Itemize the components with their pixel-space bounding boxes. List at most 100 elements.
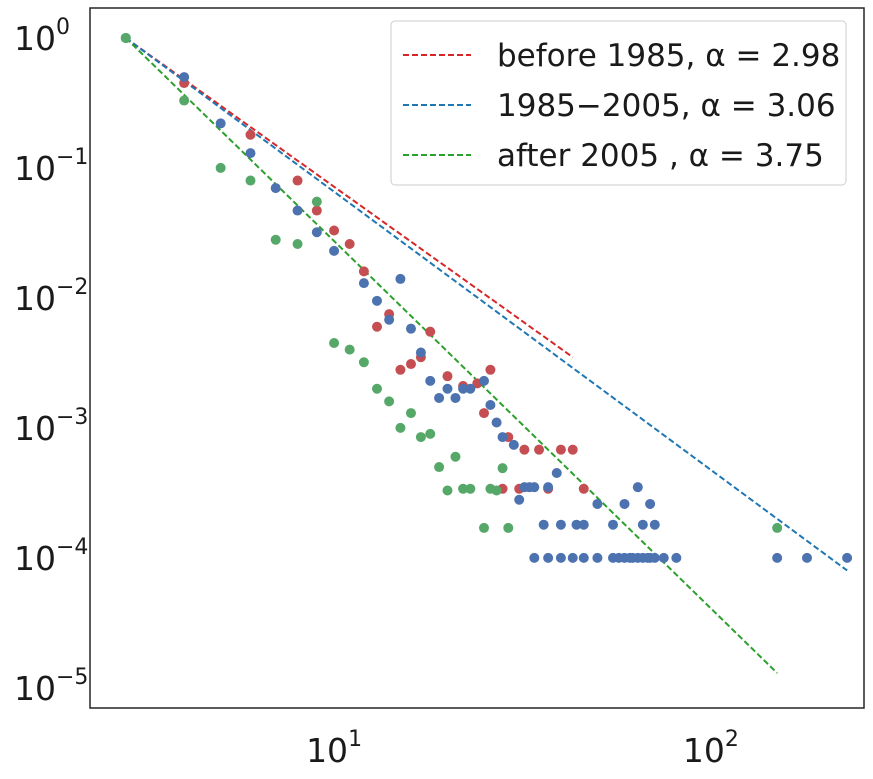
point-s1-39 [645,498,656,509]
legend-label-2: after 2005 , α = 3.75 [497,138,824,174]
point-s1-6 [311,227,322,238]
point-s0-2 [292,175,303,186]
point-s1-36 [608,519,619,530]
fit-lines [125,37,848,674]
point-s1-9 [372,295,383,306]
point-s0-21 [519,444,530,455]
point-s1-10 [384,314,395,325]
point-s1-25 [514,494,525,505]
point-s1-17 [450,392,461,403]
point-s1-61 [802,552,813,563]
y-tick-label-0: 100 [14,15,70,58]
point-s0-24 [555,444,566,455]
fit-line-2 [125,37,778,674]
point-s0-16 [478,408,489,419]
point-s0-10 [405,359,416,370]
point-s2-9 [358,357,369,368]
point-s0-6 [358,266,369,277]
y-tick-labels: 100 10−1 10−2 10−3 10−4 10−5 [14,15,88,708]
point-s1-8 [358,278,369,289]
point-s1-7 [329,245,340,256]
point-s1-29 [538,519,549,530]
point-s1-46 [578,552,589,563]
point-s2-3 [245,175,256,186]
data-points [120,32,853,563]
legend-box [390,20,847,186]
point-s2-17 [442,485,453,496]
point-s1-45 [567,552,578,563]
point-s1-22 [491,417,502,428]
point-s1-16 [442,383,453,394]
y-tick-label-2: 10−2 [14,275,88,318]
point-s1-43 [543,552,554,563]
point-s1-60 [772,552,783,563]
point-s0-17 [485,364,496,375]
point-s2-8 [344,344,355,355]
point-s1-24 [508,439,519,450]
point-s1-11 [395,273,406,284]
point-s1-13 [415,347,426,358]
point-s1-4 [270,183,281,194]
point-s1-59 [671,552,682,563]
point-s2-1 [179,95,190,106]
point-s1-21 [485,400,496,411]
point-s1-2 [215,118,226,129]
point-s1-47 [592,552,603,563]
point-s0-1 [245,129,256,140]
y-tick-label-1: 10−1 [14,145,88,188]
point-s1-30 [543,482,554,493]
point-s2-7 [329,337,340,348]
fit-line-0 [125,37,574,358]
point-s1-1 [179,72,190,83]
point-s0-3 [311,205,322,216]
point-s1-33 [571,519,582,530]
point-s1-40 [637,519,648,530]
point-s2-21 [478,522,489,533]
point-s2-25 [503,522,514,533]
point-s0-22 [534,444,545,455]
point-s2-12 [395,422,406,433]
axes-frame [89,7,865,709]
point-s1-34 [578,519,589,530]
point-s2-15 [425,428,436,439]
point-s2-2 [215,162,226,173]
point-s2-23 [491,485,502,496]
point-s1-38 [632,482,643,493]
point-s2-26 [772,522,783,533]
point-s1-18 [458,383,469,394]
fit-line-1 [125,37,848,572]
point-s0-4 [329,225,340,236]
legend: before 1985, α = 2.98 1985−2005, α = 3.06… [390,20,847,186]
point-s2-5 [292,238,303,249]
point-s2-24 [497,463,508,474]
x-tick-labels: 101 102 [306,727,739,770]
point-s2-11 [384,396,395,407]
point-s2-6 [311,196,322,207]
point-s0-5 [344,238,355,249]
point-s1-28 [529,482,540,493]
point-s1-37 [619,498,630,509]
point-s2-13 [405,408,416,419]
point-s0-13 [442,371,453,382]
point-s0-8 [372,321,383,332]
point-s0-9 [395,364,406,375]
point-s2-14 [415,432,426,443]
point-s0-26 [578,483,589,494]
point-s0-25 [567,444,578,455]
point-s1-41 [649,519,660,530]
point-s1-5 [292,205,303,216]
point-s2-19 [458,483,469,494]
point-s1-14 [425,375,436,386]
point-s1-23 [497,432,508,443]
point-s1-58 [658,552,669,563]
x-tick-label-0: 101 [306,727,362,770]
y-tick-label-3: 10−3 [14,405,88,448]
point-s1-3 [245,148,256,159]
point-s1-19 [465,383,476,394]
point-s2-16 [434,462,445,473]
point-s1-42 [529,552,540,563]
point-s1-15 [434,392,445,403]
y-tick-label-5: 10−5 [14,665,88,708]
y-tick-label-4: 10−4 [14,535,88,578]
